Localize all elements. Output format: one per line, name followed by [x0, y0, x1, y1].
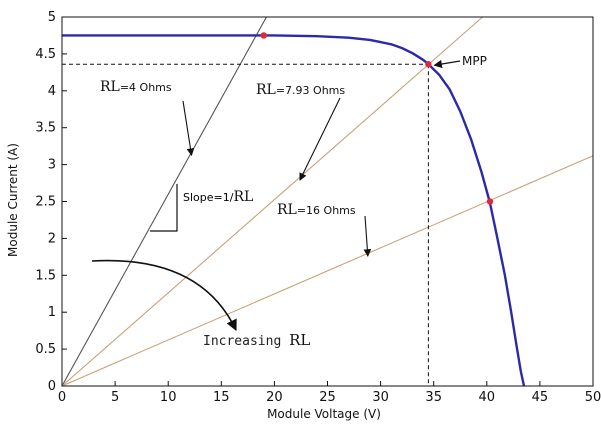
load-line-4-arrow [182, 100, 195, 157]
y-tick-label-5: 2.5 [35, 195, 56, 210]
mpp-arrow [433, 59, 461, 69]
y-tick-label-2: 1 [48, 305, 56, 320]
increasing-rl-arrow [91, 259, 237, 332]
x-tick-label-5: 25 [319, 390, 336, 405]
y-tick-label-3: 1.5 [35, 268, 56, 283]
load-line-label-7-93-ohms: RL=7.93 Ohms [256, 82, 345, 98]
x-tick-label-10: 50 [585, 390, 601, 405]
mpp-label: MPP [462, 54, 487, 68]
load-line-7-93-arrow [299, 97, 341, 181]
x-tick-label-4: 20 [266, 390, 283, 405]
x-tick-label-2: 10 [160, 390, 177, 405]
y-tick-label-10: 5 [48, 10, 56, 25]
y-tick-label-9: 4.5 [35, 47, 56, 62]
y-tick-label-1: 0.5 [35, 342, 56, 357]
increasing-rl-label: Increasing RL [203, 331, 310, 349]
x-axis-label: Module Voltage (V) [267, 407, 381, 421]
axes: 0 5 10 15 20 25 30 35 40 45 50 0 0.5 1 1.5 2 2.5 3 3.5 4 4.5… [35, 10, 601, 405]
intersection-point-0 [260, 32, 267, 39]
y-tick-label-0: 0 [48, 379, 56, 394]
load-line-label-4-ohms: RL=4 Ohms [100, 79, 172, 95]
slope-triangle [150, 184, 178, 232]
slope-label: Slope=1/RL [183, 189, 253, 205]
x-tick-label-3: 15 [213, 390, 230, 405]
x-tick-label-1: 5 [111, 390, 119, 405]
intersection-point-1 [425, 61, 432, 68]
y-axis-label: Module Current (A) [6, 143, 20, 257]
x-tick-label-8: 40 [479, 390, 496, 405]
x-tick-label-7: 35 [425, 390, 442, 405]
y-tick-label-8: 4 [48, 84, 56, 99]
annotations [91, 59, 461, 332]
mpp-guide-lines [62, 63, 429, 386]
load-lines [61, 16, 594, 387]
intersection-points [260, 32, 494, 205]
x-tick-label-6: 30 [372, 390, 389, 405]
iv-curve [62, 34, 526, 387]
x-tick-label-0: 0 [58, 390, 66, 405]
load-line-2 [61, 155, 594, 387]
y-tick-label-4: 2 [48, 231, 56, 246]
load-line-label-16-ohms: RL=16 Ohms [277, 202, 356, 218]
load-line-1 [61, 16, 483, 387]
y-tick-label-7: 3.5 [35, 121, 56, 136]
x-tick-label-9: 45 [532, 390, 549, 405]
iv-curve-group [62, 34, 526, 387]
load-line-16-arrow [363, 215, 372, 257]
intersection-point-2 [486, 198, 494, 205]
load-line-0 [61, 16, 267, 387]
y-tick-label-6: 3 [48, 158, 56, 173]
